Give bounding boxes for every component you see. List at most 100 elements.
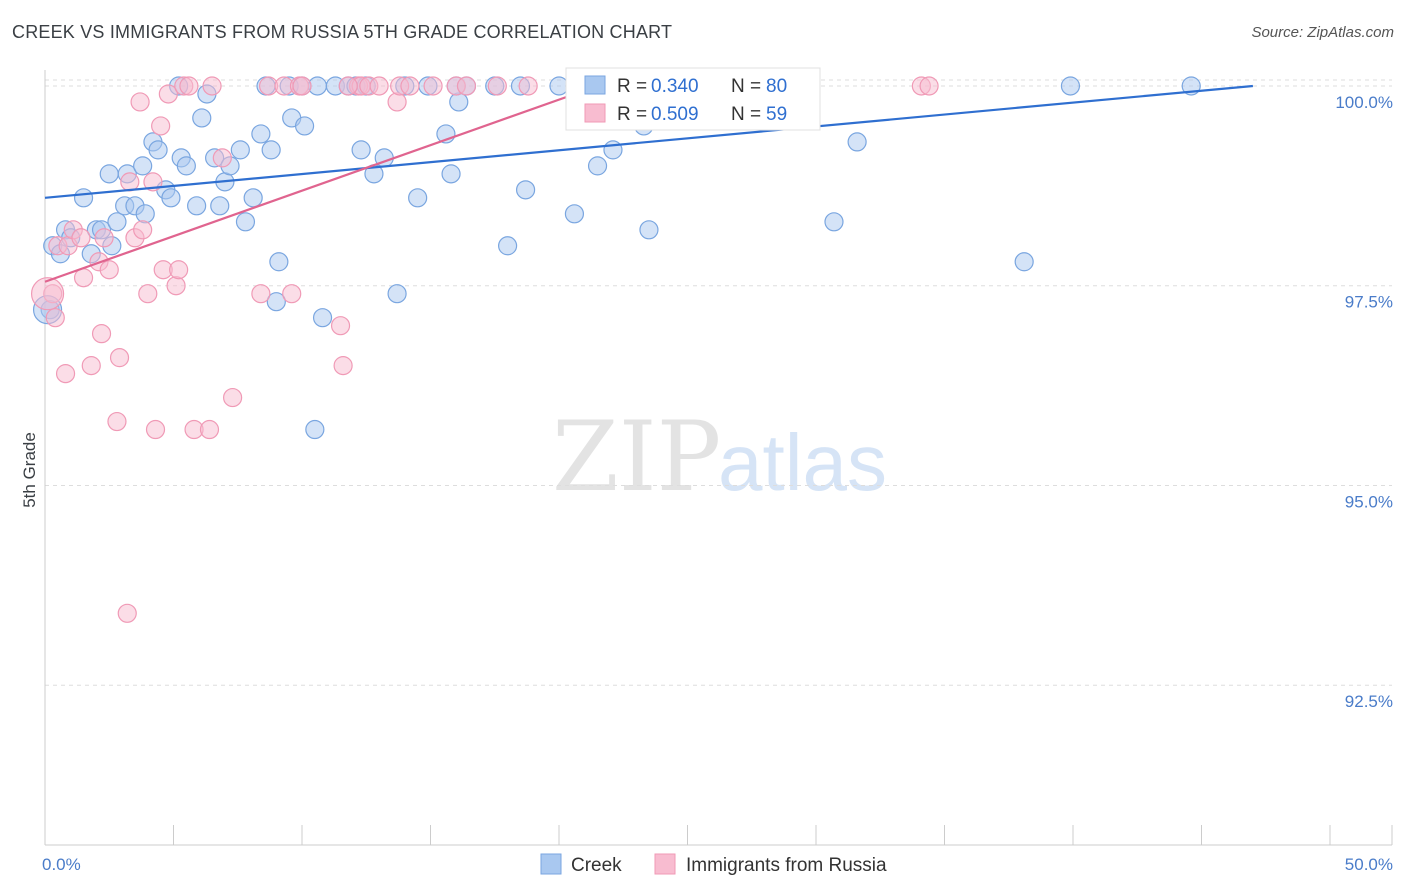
watermark-atlas: atlas bbox=[718, 418, 887, 507]
legend-swatch-russia bbox=[584, 103, 606, 123]
russia-point bbox=[45, 308, 65, 328]
russia-point bbox=[423, 76, 443, 96]
creek-point bbox=[351, 140, 371, 160]
bottom-legend-creek: Creek bbox=[571, 855, 622, 876]
y-tick-label: 97.5% bbox=[1345, 293, 1393, 312]
russia-point bbox=[94, 228, 114, 248]
legend-r-value-creek: 0.340 bbox=[651, 76, 699, 97]
y-tick-label: 100.0% bbox=[1335, 93, 1393, 112]
creek-point bbox=[251, 124, 271, 144]
source-label: Source: ZipAtlas.com bbox=[1251, 24, 1394, 41]
bottom-legend-swatch-creek bbox=[540, 853, 562, 875]
creek-point bbox=[230, 140, 250, 160]
x-tick-label: 0.0% bbox=[42, 855, 81, 874]
creek-point bbox=[266, 292, 286, 312]
russia-point bbox=[338, 76, 358, 96]
russia-point bbox=[130, 92, 150, 112]
russia-point bbox=[282, 284, 302, 304]
y-tick-label: 92.5% bbox=[1345, 692, 1393, 711]
russia-point bbox=[30, 277, 65, 311]
creek-point bbox=[441, 164, 461, 184]
russia-point bbox=[158, 84, 178, 104]
trend-lines bbox=[44, 84, 1254, 283]
creek-point bbox=[639, 220, 659, 240]
russia-point bbox=[166, 276, 186, 296]
legend-frame bbox=[565, 67, 821, 131]
legend-box: R = 0.340 N = 80 R = 0.509 N = 59 bbox=[565, 67, 821, 131]
creek-trend-line bbox=[44, 84, 1254, 199]
creek-point bbox=[549, 76, 569, 96]
russia-point bbox=[71, 228, 91, 248]
russia-point bbox=[109, 348, 130, 368]
legend-n-label-russia: N = bbox=[731, 104, 761, 125]
creek-point bbox=[564, 204, 585, 224]
russia-point bbox=[487, 76, 507, 96]
russia-point bbox=[251, 284, 271, 304]
creek-point bbox=[847, 132, 867, 152]
creek-point bbox=[269, 252, 289, 272]
creek-point bbox=[187, 196, 207, 216]
creek-point bbox=[312, 308, 333, 328]
russia-point bbox=[81, 356, 101, 376]
russia-point bbox=[387, 92, 407, 112]
watermark-zip: ZIP bbox=[552, 401, 721, 513]
russia-point bbox=[330, 316, 351, 336]
creek-point bbox=[161, 188, 181, 208]
creek-point bbox=[99, 164, 119, 184]
creek-point bbox=[235, 212, 256, 232]
russia-point bbox=[117, 603, 137, 623]
russia-point bbox=[202, 76, 222, 96]
legend-r-label-creek: R = bbox=[617, 76, 647, 97]
bottom-legend-russia: Immigrants from Russia bbox=[686, 855, 887, 876]
creek-point bbox=[449, 92, 469, 112]
creek-point bbox=[192, 108, 212, 128]
russia-point bbox=[145, 419, 166, 440]
creek-point bbox=[148, 140, 168, 160]
russia-point bbox=[138, 284, 158, 304]
russia-point bbox=[91, 324, 112, 344]
russia-point bbox=[456, 76, 477, 96]
russia-point bbox=[400, 76, 420, 96]
creek-point bbox=[305, 419, 325, 440]
creek-point bbox=[261, 140, 281, 160]
legend-swatch-creek bbox=[584, 75, 606, 95]
legend-r-value-russia: 0.509 bbox=[651, 104, 699, 125]
creek-point bbox=[824, 212, 844, 232]
russia-point bbox=[292, 76, 312, 96]
chart-title: CREEK VS IMMIGRANTS FROM RUSSIA 5TH GRAD… bbox=[12, 22, 673, 42]
russia-trend-line bbox=[44, 84, 598, 283]
legend-n-value-creek: 80 bbox=[766, 76, 787, 97]
russia-point bbox=[919, 76, 939, 96]
creek-point bbox=[387, 284, 407, 304]
russia-point bbox=[212, 148, 232, 168]
russia-point bbox=[369, 76, 389, 96]
russia-point bbox=[133, 220, 153, 240]
creek-point bbox=[587, 156, 608, 176]
legend-n-value-russia: 59 bbox=[766, 104, 787, 125]
x-tick-labels: 0.0% 50.0% bbox=[42, 855, 1393, 874]
creek-point bbox=[135, 204, 155, 224]
creek-point bbox=[515, 180, 536, 200]
russia-point bbox=[223, 387, 243, 408]
russia-point bbox=[199, 419, 220, 440]
creek-point bbox=[73, 188, 94, 208]
creek-points bbox=[32, 76, 1201, 440]
creek-point bbox=[210, 196, 230, 216]
gridlines bbox=[45, 79, 1392, 686]
russia-point bbox=[333, 356, 353, 376]
creek-point bbox=[294, 116, 315, 136]
bottom-legend: Creek Immigrants from Russia bbox=[540, 853, 887, 876]
russia-point bbox=[169, 260, 189, 280]
creek-point bbox=[243, 188, 263, 208]
x-tick-label: 50.0% bbox=[1345, 855, 1393, 874]
legend-n-label-creek: N = bbox=[731, 76, 761, 97]
russia-point bbox=[99, 260, 119, 280]
russia-point bbox=[120, 172, 140, 192]
creek-point bbox=[1060, 76, 1081, 96]
russia-point bbox=[151, 116, 171, 136]
bottom-legend-swatch-russia bbox=[654, 853, 676, 875]
russia-point bbox=[55, 364, 76, 384]
legend-r-label-russia: R = bbox=[617, 104, 647, 125]
russia-point bbox=[518, 76, 538, 96]
